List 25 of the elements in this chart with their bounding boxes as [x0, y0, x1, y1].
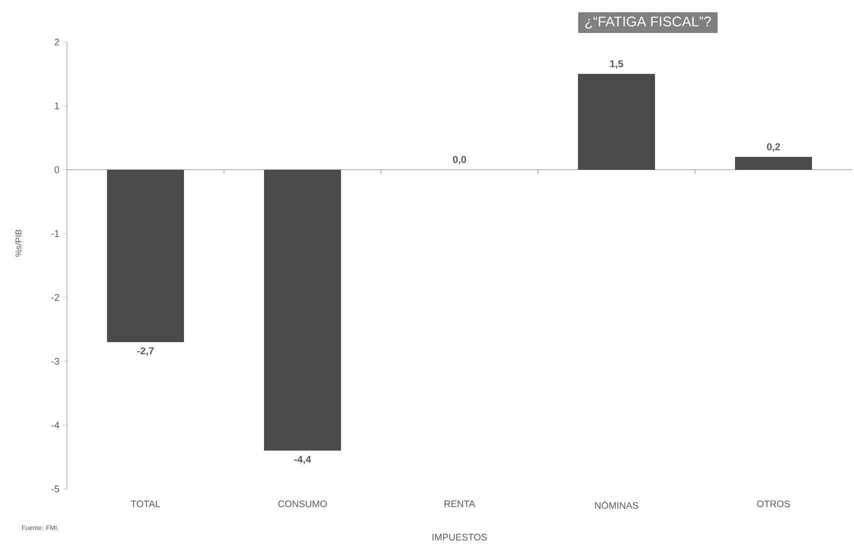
x-axis-title: IMPUESTOS [432, 534, 487, 540]
bar [107, 170, 184, 342]
y-tick-label: -1 [51, 230, 60, 237]
data-label: 0,0 [452, 156, 466, 165]
x-tick-label: TOTAL [130, 500, 160, 508]
bar [578, 74, 656, 170]
x-tick-label: OTROS [757, 500, 790, 508]
y-tick-label: -2 [51, 294, 60, 301]
data-label: -4,4 [294, 456, 312, 464]
x-tick-label: NÓMINAS [595, 500, 638, 509]
y-axis-title: %s/PIB [15, 230, 22, 257]
data-label: 1,5 [610, 60, 624, 69]
bar [735, 156, 812, 170]
chart-title: ¿“FATIGA FISCAL”? [585, 16, 711, 29]
bar [264, 170, 342, 451]
x-tick-label: CONSUMO [278, 500, 327, 508]
y-tick-label: -5 [51, 486, 60, 492]
data-label: -2,7 [137, 347, 154, 356]
y-tick-label: 0 [54, 166, 60, 174]
data-label: 0,2 [766, 143, 780, 152]
y-tick-label: -3 [51, 358, 60, 365]
y-tick-label: 1 [54, 102, 60, 110]
y-tick-label: 2 [54, 38, 60, 46]
y-tick-label: -4 [51, 422, 60, 428]
x-tick-label: RENTA [444, 500, 476, 508]
